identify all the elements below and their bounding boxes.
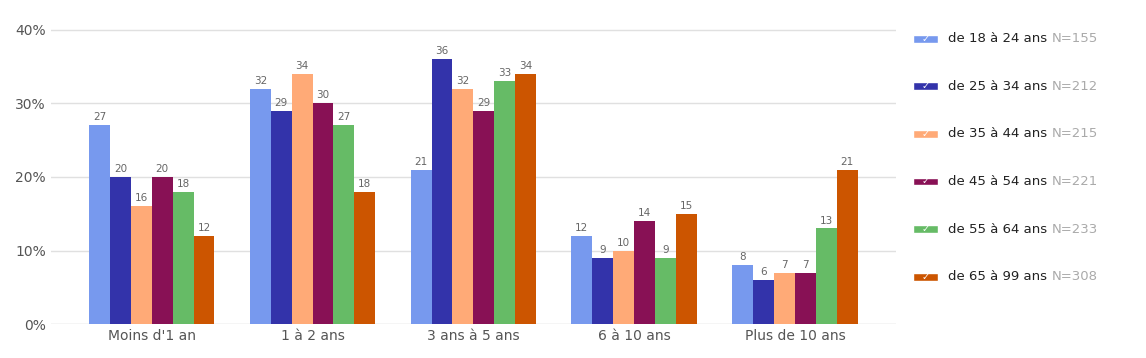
Text: de 55 à 64 ans: de 55 à 64 ans (948, 223, 1046, 236)
Bar (753, 280, 774, 324)
Bar (250, 88, 270, 324)
Bar (837, 170, 857, 324)
Bar (354, 192, 375, 324)
Text: 29: 29 (275, 98, 288, 108)
Text: de 65 à 99 ans: de 65 à 99 ans (948, 270, 1046, 283)
Text: 20: 20 (113, 164, 127, 174)
Text: 8: 8 (739, 252, 746, 262)
Text: 10: 10 (618, 238, 630, 248)
Text: N=221: N=221 (1052, 175, 1098, 188)
Bar (634, 221, 656, 324)
Bar (795, 272, 816, 324)
Text: 9: 9 (662, 245, 669, 255)
Bar (151, 177, 173, 324)
Bar (453, 88, 473, 324)
Bar (291, 74, 313, 324)
Text: 16: 16 (135, 193, 148, 203)
Text: 30: 30 (316, 90, 330, 100)
Text: 21: 21 (415, 157, 427, 166)
Text: de 35 à 44 ans: de 35 à 44 ans (948, 127, 1046, 140)
Text: 13: 13 (819, 216, 833, 226)
Text: 18: 18 (176, 179, 190, 189)
Bar (676, 214, 697, 324)
Bar (494, 81, 516, 324)
Text: 34: 34 (519, 61, 532, 71)
Text: 36: 36 (435, 46, 448, 56)
Bar (816, 228, 837, 324)
Text: 15: 15 (680, 201, 693, 211)
Text: 20: 20 (156, 164, 168, 174)
Text: N=215: N=215 (1052, 127, 1098, 140)
Bar (613, 251, 634, 324)
Text: N=308: N=308 (1052, 270, 1098, 283)
Text: 21: 21 (840, 157, 854, 166)
Bar (774, 272, 795, 324)
Text: 18: 18 (359, 179, 371, 189)
Text: 29: 29 (477, 98, 490, 108)
Text: 27: 27 (337, 112, 351, 122)
Bar (333, 125, 354, 324)
Bar (131, 206, 151, 324)
Bar (313, 103, 333, 324)
Text: ✓: ✓ (921, 224, 929, 234)
Bar (110, 177, 131, 324)
Text: N=155: N=155 (1052, 32, 1098, 45)
Bar (732, 265, 753, 324)
Text: 33: 33 (499, 68, 511, 78)
Bar (173, 192, 194, 324)
Text: 12: 12 (575, 223, 589, 233)
Text: de 25 à 34 ans: de 25 à 34 ans (948, 80, 1047, 93)
Bar (516, 74, 536, 324)
Bar (572, 236, 592, 324)
Text: 7: 7 (782, 260, 787, 270)
Text: 32: 32 (456, 76, 470, 86)
Bar (473, 111, 494, 324)
Bar (432, 59, 453, 324)
Text: ✓: ✓ (921, 129, 929, 139)
Bar (410, 170, 432, 324)
Text: 7: 7 (802, 260, 809, 270)
Text: 9: 9 (599, 245, 606, 255)
Bar (656, 258, 676, 324)
Text: ✓: ✓ (921, 272, 929, 282)
Bar (194, 236, 214, 324)
Bar (592, 258, 613, 324)
Text: 32: 32 (253, 76, 267, 86)
Text: ✓: ✓ (921, 176, 929, 187)
Text: ✓: ✓ (921, 81, 929, 91)
Text: 14: 14 (638, 208, 651, 218)
Text: ✓: ✓ (921, 34, 929, 44)
Text: de 18 à 24 ans: de 18 à 24 ans (948, 32, 1046, 45)
Text: 27: 27 (93, 112, 107, 122)
Text: 6: 6 (760, 267, 767, 277)
Bar (270, 111, 291, 324)
Text: de 45 à 54 ans: de 45 à 54 ans (948, 175, 1046, 188)
Text: 34: 34 (296, 61, 308, 71)
Text: N=212: N=212 (1052, 80, 1098, 93)
Bar (89, 125, 110, 324)
Text: 12: 12 (197, 223, 211, 233)
Text: N=233: N=233 (1052, 223, 1098, 236)
